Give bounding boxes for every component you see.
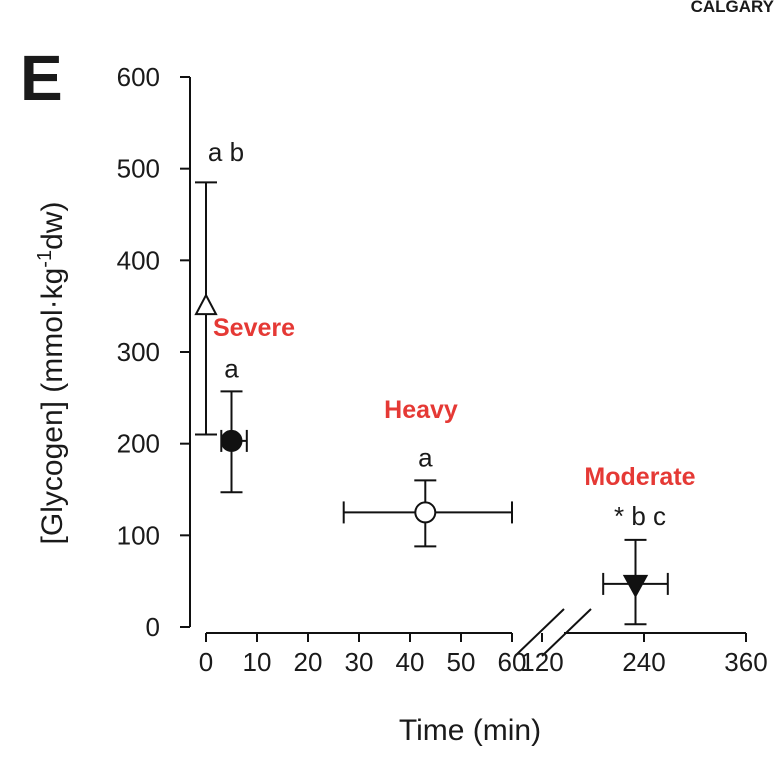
y-tick-label: 0 (146, 612, 160, 642)
condition-label: Moderate (584, 463, 695, 491)
condition-label: Heavy (384, 396, 458, 424)
x-tick-label: 120 (520, 647, 563, 677)
y-tick-label: 300 (117, 337, 160, 367)
x-tick-label: 30 (345, 647, 374, 677)
marker-filled-circle (222, 431, 242, 451)
significance-annotation: a (418, 442, 433, 472)
glycogen-chart: CALGARY E 0 100 200 300 400 500 600 0 10 20 30 40 50… (0, 0, 774, 766)
significance-annotation: a (224, 353, 239, 383)
marker-filled-triangle-down (625, 576, 647, 596)
y-tick-label: 200 (117, 429, 160, 459)
y-tick-label: 500 (117, 154, 160, 184)
y-tick-label: 600 (117, 62, 160, 92)
y-axis-label-main: [Glycogen] (mmol·kg (36, 268, 69, 545)
data-marks: a b a Severe a Heavy * b c Moderate (195, 137, 696, 624)
y-axis-label-superscript: -1 (34, 250, 56, 268)
panel-letter: E (20, 42, 63, 114)
data-point-moderate: * b c Moderate (584, 463, 695, 624)
y-axis-label-unit: dw) (36, 202, 69, 250)
marker-open-circle (415, 502, 435, 522)
x-tick-label: 20 (294, 647, 323, 677)
x-tick-label: 240 (622, 647, 665, 677)
marker-open-triangle (196, 295, 216, 314)
x-tick-label: 10 (243, 647, 272, 677)
y-axis-label: [Glycogen] (mmol·kg-1dw) (34, 202, 69, 545)
significance-annotation: * b c (614, 501, 666, 531)
x-tick-label: 50 (447, 647, 476, 677)
x-tick-label: 40 (396, 647, 425, 677)
significance-annotation: a b (208, 137, 244, 167)
y-tick-label: 400 (117, 245, 160, 275)
data-point-baseline: a b (195, 137, 244, 435)
calgary-watermark: CALGARY (691, 0, 774, 16)
data-point-severe: a Severe (213, 314, 295, 492)
x-tick-label: 360 (724, 647, 767, 677)
data-point-heavy: a Heavy (344, 396, 512, 546)
y-tick-label: 100 (117, 520, 160, 550)
x-axis-label: Time (min) (399, 714, 541, 747)
x-tick-label: 0 (199, 647, 213, 677)
condition-label: Severe (213, 314, 295, 342)
